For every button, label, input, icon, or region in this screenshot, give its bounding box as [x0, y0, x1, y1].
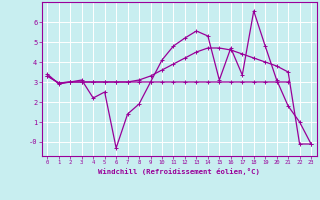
X-axis label: Windchill (Refroidissement éolien,°C): Windchill (Refroidissement éolien,°C): [98, 168, 260, 175]
